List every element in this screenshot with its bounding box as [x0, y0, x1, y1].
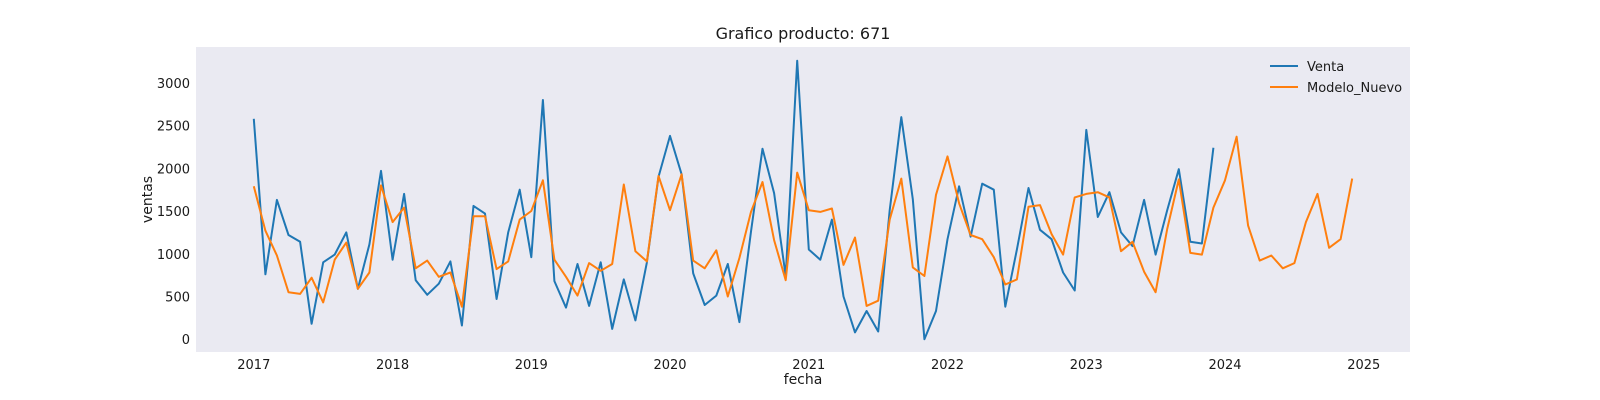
legend-label: Venta: [1307, 60, 1344, 75]
x-tick-label: 2020: [653, 358, 686, 373]
y-tick-label: 3000: [157, 77, 190, 92]
y-tick-label: 1000: [157, 248, 190, 263]
y-tick-label: 500: [165, 290, 190, 305]
series-lines: [252, 59, 1354, 341]
legend: Venta Modelo_Nuevo: [1270, 60, 1402, 96]
x-tick-label: 2019: [515, 358, 548, 373]
x-tick-label: 2021: [792, 358, 825, 373]
x-axis-ticks: 2017 2018 2019 2020 2021 2022 2023 2024 2025: [237, 358, 1380, 373]
x-tick-label: 2024: [1208, 358, 1241, 373]
y-axis-ticks: 0 500 1000 1500 2000 2500 3000: [157, 77, 190, 348]
legend-label: Modelo_Nuevo: [1307, 81, 1402, 96]
series-line-modelo-nuevo: [252, 135, 1354, 308]
y-tick-label: 1500: [157, 205, 190, 220]
x-axis-label: fecha: [784, 372, 823, 388]
plot-area: [196, 47, 1410, 352]
chart-title: Grafico producto: 671: [716, 24, 891, 43]
x-tick-label: 2018: [376, 358, 409, 373]
x-tick-label: 2025: [1347, 358, 1380, 373]
y-axis-label: ventas: [140, 176, 156, 223]
series-line-venta: [252, 59, 1215, 341]
x-tick-label: 2022: [931, 358, 964, 373]
x-tick-label: 2023: [1070, 358, 1103, 373]
y-tick-label: 2500: [157, 120, 190, 135]
y-tick-label: 0: [182, 333, 190, 348]
x-tick-label: 2017: [237, 358, 270, 373]
y-tick-label: 2000: [157, 162, 190, 177]
